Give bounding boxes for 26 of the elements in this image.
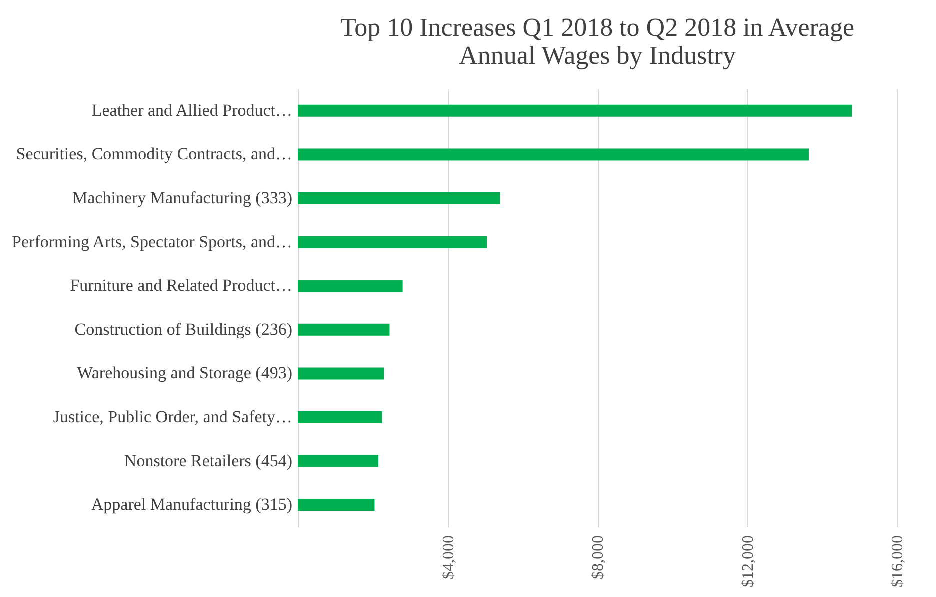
y-tick-label: Nonstore Retailers (454): [124, 451, 292, 470]
y-tick-label: Justice, Public Order, and Safety…: [53, 408, 292, 426]
y-tick-label: Furniture and Related Product…: [70, 276, 292, 296]
y-tick-label: Leather and Allied Product…: [92, 100, 292, 120]
y-tick-label: Apparel Manufacturing (315): [91, 495, 292, 514]
y-tick-label: Warehousing and Storage (493): [77, 364, 292, 383]
bar: [298, 499, 375, 512]
x-tick-label: $16,000: [890, 536, 906, 588]
bar: [298, 192, 500, 204]
bar: [298, 104, 852, 117]
bar: [298, 412, 382, 424]
y-tick-label: Construction of Buildings (236): [74, 320, 292, 339]
y-tick-label: Machinery Manufacturing (333): [72, 188, 292, 208]
text: Annual Wages by Industry: [459, 41, 736, 70]
x-tick-label: $8,000: [590, 536, 607, 580]
y-tick-label: Performing Arts, Spectator Sports, and…: [12, 232, 292, 252]
bar: [298, 455, 378, 468]
bar: [298, 148, 810, 161]
x-tick-label: $4,000: [440, 536, 458, 580]
bar: [298, 368, 384, 380]
bar: [298, 280, 403, 292]
bar: [298, 236, 488, 248]
text: Top 10 Increases Q1 2018 to Q2 2018 in Average: [340, 13, 854, 42]
bar: [298, 324, 390, 336]
x-tick-label: $12,000: [740, 536, 757, 588]
y-tick-label: Securities, Commodity Contracts, and…: [16, 144, 292, 164]
